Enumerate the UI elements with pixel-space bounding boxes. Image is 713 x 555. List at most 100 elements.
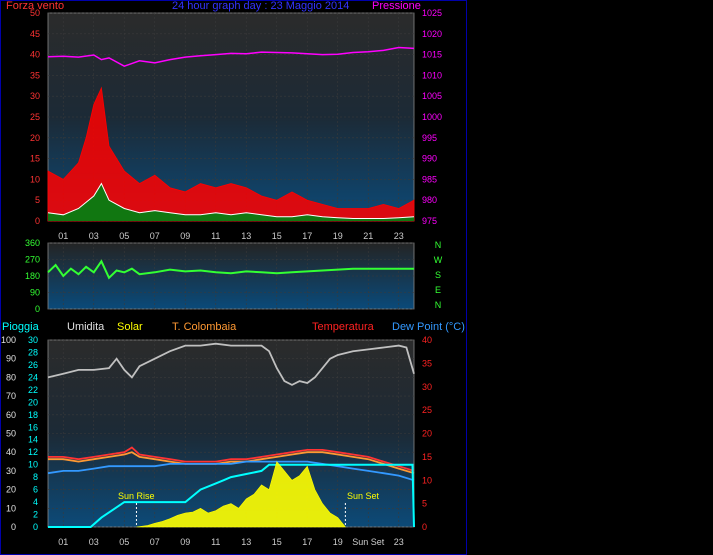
humidity-tick-label: 50 <box>6 429 16 439</box>
pressure-axis-ticks: 975 980 985 990 995 1000 1005 1010 1015 1020 1025 <box>422 8 442 226</box>
x-tick-label: 07 <box>150 537 160 547</box>
temperature-tick-label: 30 <box>422 382 432 392</box>
dew-point-series-line <box>47 460 415 482</box>
x-tick-label: 03 <box>89 537 99 547</box>
x-tick-label: 23 <box>394 537 404 547</box>
x-tick-label: 17 <box>302 537 312 547</box>
pressure-tick-label: 1025 <box>422 8 442 18</box>
temperature-tick-label: 15 <box>422 452 432 462</box>
pressure-axis-label: Pressione <box>372 0 421 12</box>
rain-tick-label: 14 <box>28 435 38 445</box>
umidita-series-line <box>47 342 415 386</box>
x-tick-label: 01 <box>58 231 68 241</box>
compass-label: N <box>435 240 442 250</box>
compass-label: N <box>435 300 442 310</box>
wind-direction-series-line <box>47 259 414 280</box>
pressure-tick-label: 1020 <box>422 29 442 39</box>
wind-tick-label: 40 <box>30 50 40 60</box>
pressure-tick-label: 1005 <box>422 91 442 101</box>
rain-tick-label: 0 <box>33 522 38 532</box>
humidity-tick-label: 90 <box>6 354 16 364</box>
chart-title: 24 hour graph day : 23 Maggio 2014 <box>172 0 349 12</box>
x-tick-label: 05 <box>119 537 129 547</box>
x-tick-label: 15 <box>272 537 282 547</box>
rain-tick-label: 22 <box>28 385 38 395</box>
wind-tick-label: 20 <box>30 133 40 143</box>
wind-pressure-x-ticks: 01 03 05 07 09 11 13 15 17 19 21 23 <box>58 231 404 241</box>
wind-tick-label: 45 <box>30 29 40 39</box>
humidity-tick-label: 20 <box>6 485 16 495</box>
x-tick-label: 01 <box>58 537 68 547</box>
temperature-x-ticks: 01 03 05 07 09 11 13 15 17 19 Sun Set 23 <box>58 537 404 547</box>
t-colombaia-series-line <box>48 451 415 475</box>
humidity-tick-label: 10 <box>6 503 16 513</box>
direction-tick-label: 360 <box>25 238 40 248</box>
pressure-tick-label: 975 <box>422 216 437 226</box>
rain-tick-label: 24 <box>28 372 38 382</box>
wind-tick-label: 10 <box>30 174 40 184</box>
wind-tick-label: 30 <box>30 91 40 101</box>
direction-tick-label: 180 <box>25 271 40 281</box>
sunrise-annotation: Sun Rise <box>118 491 155 501</box>
pressure-tick-label: 985 <box>422 174 437 184</box>
humidity-tick-label: 0 <box>11 522 16 532</box>
humidity-tick-label: 60 <box>6 410 16 420</box>
x-tick-label: 11 <box>211 231 220 241</box>
pressure-tick-label: 995 <box>422 133 437 143</box>
legend-temperatura: Temperatura <box>312 321 375 333</box>
solar-series-area <box>136 460 347 528</box>
humidity-tick-label: 70 <box>6 391 16 401</box>
sunset-annotation: Sun Set <box>347 491 380 501</box>
x-tick-label: 11 <box>211 537 220 547</box>
wind-axis-ticks: 0 5 10 15 20 25 30 35 40 45 50 <box>30 8 40 226</box>
pressure-tick-label: 1015 <box>422 50 442 60</box>
temperature-tick-label: 35 <box>422 358 432 368</box>
x-tick-label: 03 <box>89 231 99 241</box>
x-tick-label: 09 <box>180 231 190 241</box>
pressure-tick-label: 1000 <box>422 112 442 122</box>
x-tick-label: 07 <box>150 231 160 241</box>
pioggia-series-line <box>48 463 415 528</box>
x-tick-label: 21 <box>363 231 373 241</box>
pressure-tick-label: 980 <box>422 195 437 205</box>
temperature-tick-label: 20 <box>422 429 432 439</box>
humidity-tick-label: 40 <box>6 447 16 457</box>
rain-tick-label: 12 <box>28 447 38 457</box>
legend-pioggia: Pioggia <box>2 321 40 333</box>
rain-tick-label: 30 <box>28 335 38 345</box>
x-tick-label: 19 <box>333 537 343 547</box>
gust-series-area <box>47 86 415 222</box>
x-tick-label: 19 <box>333 231 343 241</box>
direction-tick-label: 90 <box>30 288 40 298</box>
temperature-tick-label: 10 <box>422 475 432 485</box>
humidity-tick-label: 30 <box>6 466 16 476</box>
avg-wind-area <box>48 183 414 221</box>
rain-tick-label: 8 <box>33 472 38 482</box>
wind-direction-plot-area <box>47 242 415 310</box>
temperature-axis-ticks: 0 5 10 15 20 25 30 35 40 <box>422 335 432 532</box>
pressure-tick-label: 990 <box>422 154 437 164</box>
humidity-tick-label: 100 <box>1 335 16 345</box>
legend-tcolombaia: T. Colombaia <box>172 321 237 333</box>
wind-direction-marks <box>47 259 414 280</box>
pressure-tick-label: 1010 <box>422 70 442 80</box>
temperatura-series-line <box>48 446 415 472</box>
rain-tick-label: 28 <box>28 347 38 357</box>
rain-tick-label: 18 <box>28 410 38 420</box>
wind-tick-label: 15 <box>30 154 40 164</box>
direction-axis-ticks: 0 90 180 270 360 <box>25 238 40 314</box>
x-tick-label: 23 <box>394 231 404 241</box>
pressure-series-line <box>47 46 415 68</box>
x-tick-label: 13 <box>241 231 251 241</box>
rain-tick-label: 4 <box>33 497 38 507</box>
x-tick-label: 05 <box>119 231 129 241</box>
wind-tick-label: 5 <box>35 195 40 205</box>
direction-tick-label: 0 <box>35 304 40 314</box>
wind-tick-label: 25 <box>30 112 40 122</box>
temperature-grid <box>48 339 414 528</box>
rain-tick-label: 10 <box>28 460 38 470</box>
legend-solar: Solar <box>117 321 143 333</box>
